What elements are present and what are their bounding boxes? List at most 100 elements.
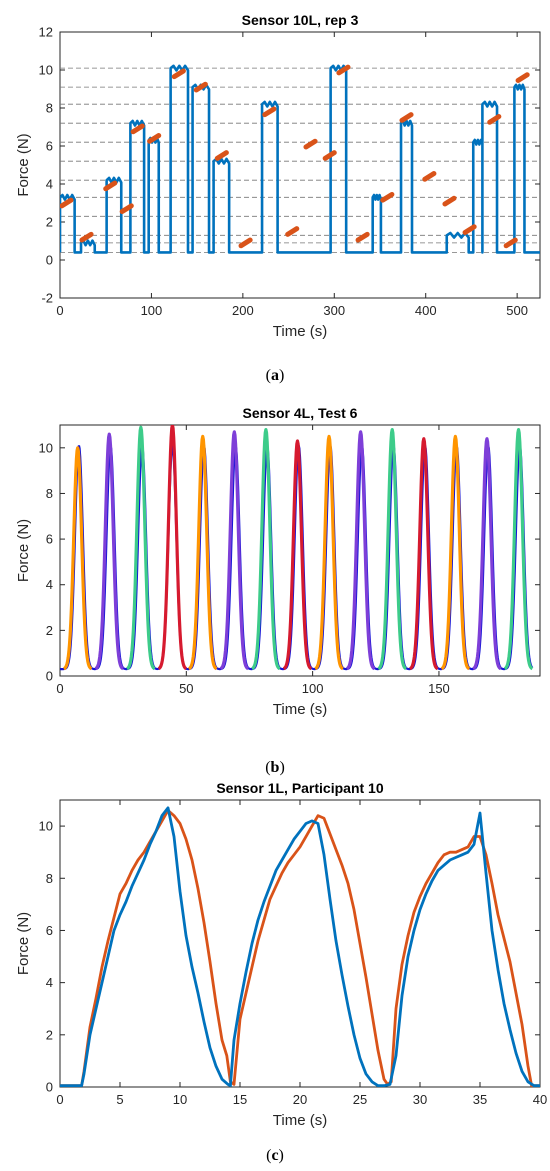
series-steps [60,64,540,254]
plot-area-a [59,31,541,299]
data-dash [103,180,118,192]
data-dash [322,150,337,161]
caption-a: (a) [265,367,285,384]
y-tick-label: -2 [41,291,53,306]
data-layer [60,425,534,671]
x-axis-label: Time (s) [273,323,327,340]
pulse-curve [503,427,534,671]
data-dash [380,191,395,203]
y-tick-label: 4 [46,177,53,192]
data-dash [355,231,370,243]
pulse-curve [472,437,502,671]
y-tick-label: 10 [39,819,53,834]
data-dash [399,112,414,123]
x-tick-label: 150 [428,681,450,696]
y-tick-label: 2 [46,623,53,638]
y-tick-label: 4 [46,975,53,990]
x-tick-label: 0 [56,303,63,318]
y-tick-label: 10 [39,440,53,455]
pulse-curve [314,434,344,671]
x-tick-label: 500 [506,303,528,318]
y-tick-label: 8 [46,871,53,886]
plot-area-c [59,799,541,1088]
data-dash [130,123,145,135]
data-layer [60,64,540,254]
chart-c: 0 5 10 15 20 25 30 35 40 0 2 4 6 8 10 Sensor 1L, Partic… [15,780,547,1129]
y-axis-label: Force (N) [15,133,32,196]
data-dash [119,203,134,215]
x-tick-label: 50 [179,681,193,696]
x-tick-label: 300 [323,303,345,318]
axes-frame [59,799,541,1088]
data-dash [79,231,94,243]
data-dash [336,64,351,76]
x-axis-label: Time (s) [273,701,327,718]
pulse-curve [282,439,313,671]
data-dash [515,72,530,83]
y-tick-label: 0 [46,669,53,684]
y-tick-label: 0 [46,253,53,268]
y-tick-label: 2 [46,215,53,230]
pulse-curve [125,425,156,671]
y-tick-label: 4 [46,577,53,592]
pulse-curve [251,427,281,671]
x-tick-label: 100 [302,681,324,696]
pulse-curve [187,434,218,671]
y-tick-label: 12 [39,25,53,40]
data-dash [503,237,518,249]
y-tick-label: 6 [46,532,53,547]
x-tick-label: 400 [415,303,437,318]
data-dash [60,197,74,209]
y-tick-label: 0 [46,1080,53,1095]
data-dash [442,195,457,207]
y-tick-label: 6 [46,923,53,938]
data-dash [422,171,437,182]
chart-b: 0 50 100 150 0 2 4 6 8 10 Sensor 4L, Test 6 Time (s… [15,405,541,718]
x-tick-label: 5 [116,1092,123,1107]
y-tick-label: 8 [46,101,53,116]
y-axis-label: Force (N) [15,519,32,582]
data-dash [238,237,253,249]
y-tick-label: 6 [46,139,53,154]
x-axis-label: Time (s) [273,1112,327,1129]
x-tick-label: 25 [353,1092,367,1107]
chart-title: Sensor 1L, Participant 10 [216,780,383,796]
data-dash [285,226,300,237]
data-dash [262,106,277,118]
x-tick-label: 35 [473,1092,487,1107]
y-tick-label: 2 [46,1027,53,1042]
series-line-blue [60,806,540,1087]
data-dash [462,224,477,235]
data-dash [193,81,208,93]
data-dash [171,68,186,80]
data-dash [303,138,318,150]
axes-frame [59,31,541,299]
data-dash [147,133,162,144]
pulse-curve [219,430,250,671]
pulse-curve [62,446,93,671]
chart-title: Sensor 4L, Test 6 [243,405,358,421]
data-dash [487,114,502,125]
chart-title: Sensor 10L, rep 3 [242,12,359,28]
pulse-curve [157,425,188,671]
y-tick-label: 8 [46,486,53,501]
x-tick-label: 40 [533,1092,547,1107]
x-tick-label: 15 [233,1092,247,1107]
x-tick-label: 20 [293,1092,307,1107]
caption-b: (b) [265,759,285,776]
caption-c: (c) [266,1147,284,1164]
pulse-curve [345,430,376,671]
plot-area-b [59,424,541,677]
x-tick-label: 0 [56,1092,63,1107]
data-dash [214,150,229,161]
pulse-curve [408,437,439,671]
x-tick-label: 0 [56,681,63,696]
x-tick-label: 30 [413,1092,427,1107]
pulse-curve [377,427,408,671]
x-tick-label: 200 [232,303,254,318]
data-layer [60,806,540,1087]
x-tick-label: 10 [173,1092,187,1107]
pulse-curve [94,432,125,671]
